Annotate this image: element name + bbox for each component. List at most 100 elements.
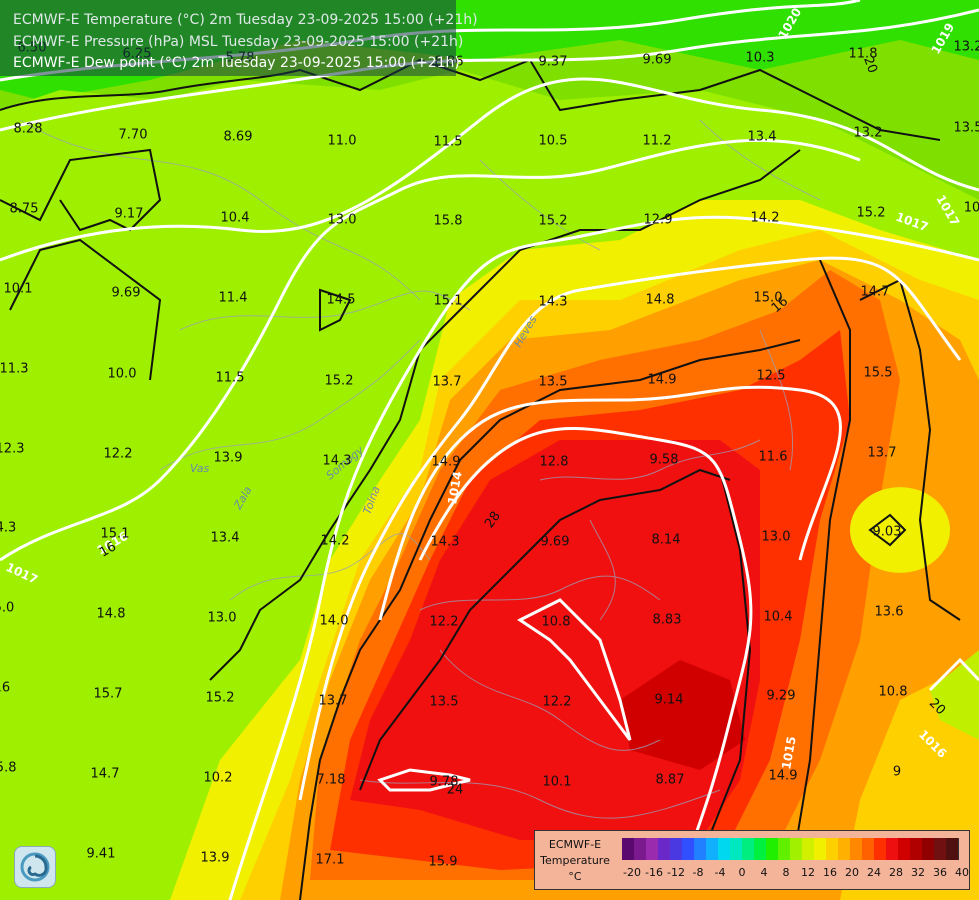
dewpoint-value: 14.3	[323, 454, 352, 469]
temperature-zone-34	[620, 660, 745, 770]
dewpoint-value: 10.1	[4, 282, 33, 297]
dewpoint-value: 11.5	[434, 135, 463, 150]
dewpoint-value: 10.4	[221, 211, 250, 226]
dewpoint-value: 12.2	[104, 447, 133, 462]
dewpoint-value: 13.7	[433, 375, 462, 390]
dewpoint-value: 10.8	[542, 615, 571, 630]
dewpoint-value: 12.5	[757, 369, 786, 384]
dewpoint-value: 14.3	[539, 295, 568, 310]
header-pressure-line: ECMWF-E Pressure (hPa) MSL Tuesday 23-09…	[13, 34, 464, 50]
dewpoint-value: 15.8	[0, 761, 16, 776]
borders-rivers	[19, 119, 821, 819]
dewpoint-value: 10.2	[204, 771, 233, 786]
dewpoint-value: 11.8	[849, 47, 878, 62]
dewpoint-value: 11.6	[759, 450, 788, 465]
dewpoint-value: 14.9	[432, 455, 461, 470]
legend-tick-label: -8	[692, 866, 704, 879]
dewpoint-value: 10.3	[746, 51, 775, 66]
dewpoint-value: 9.03	[873, 525, 902, 540]
dewpoint-value: 12.9	[644, 213, 673, 228]
legend-swatch	[946, 838, 959, 860]
dewpoint-value: 10.5	[539, 134, 568, 149]
dewpoint-value: 9.14	[655, 693, 684, 708]
dewpoint-value: 9.58	[650, 453, 679, 468]
dewpoint-value: 12.2	[543, 695, 572, 710]
dewpoint-value: 9.69	[112, 286, 141, 301]
legend-tick-label: 12	[801, 866, 815, 879]
dewpoint-value: 14.7	[861, 285, 890, 300]
dewpoint-value: 15.0	[754, 291, 783, 306]
dewpoint-value: 10.4	[764, 610, 793, 625]
dewpoint-value: 7.18	[317, 773, 346, 788]
map-header: ECMWF-E Temperature (°C) 2m Tuesday 23-0…	[0, 0, 478, 76]
dewpoint-value: 10.1	[543, 775, 572, 790]
dewpoint-value: 15.2	[857, 206, 886, 221]
temperature-zone-east	[930, 650, 979, 740]
temperature-zone-warm-pocket	[850, 487, 950, 573]
dewpoint-value: 12.2	[430, 615, 459, 630]
isobar-label: 1014	[445, 470, 465, 505]
dewpoint-value: 8.87	[656, 773, 685, 788]
dewpoint-value: 13.2	[854, 126, 883, 141]
legend-unit: °C	[568, 870, 582, 883]
dewpoint-value: 8.75	[10, 202, 39, 217]
dewpoint-value: 13.5	[430, 695, 459, 710]
dewpoint-value: 7.70	[119, 128, 148, 143]
dewpoint-value: 12.8	[540, 455, 569, 470]
legend-tick-label: 28	[889, 866, 903, 879]
dewpoint-value: 15.1	[101, 527, 130, 542]
legend-tick-label: -12	[667, 866, 685, 879]
dewpoint-value: 13.7	[319, 694, 348, 709]
dewpoint-value: 9	[893, 765, 901, 780]
dewpoint-value: 8.83	[653, 613, 682, 628]
dewpoint-value: 4.3	[0, 521, 16, 536]
isotherms	[0, 58, 961, 900]
dewpoint-value: 13.5	[539, 375, 568, 390]
dewpoint-value: 11.2	[643, 134, 672, 149]
isotherm-label: 24	[447, 783, 464, 798]
dewpoint-value: 13.5	[954, 121, 979, 136]
dewpoint-value: 15.7	[94, 687, 123, 702]
dewpoint-value: 10.8	[879, 685, 908, 700]
dewpoint-value: 9.37	[539, 55, 568, 70]
dewpoint-value: 14.2	[321, 534, 350, 549]
dewpoint-value: 14.0	[320, 614, 349, 629]
temperature-legend: ECMWF-E Temperature °C -20 -16 -12 -8 -4 0 4 8 1…	[534, 830, 970, 890]
legend-tick-label: -16	[645, 866, 663, 879]
legend-tick-label: 0	[738, 866, 746, 879]
dewpoint-value: 15.2	[206, 691, 235, 706]
dewpoint-value: 10	[964, 201, 979, 216]
legend-tick-label: 32	[911, 866, 925, 879]
dewpoint-value: 15.9	[429, 855, 458, 870]
dewpoint-value: 8.28	[14, 122, 43, 137]
dewpoint-value: 14.7	[91, 767, 120, 782]
dewpoint-value: 15.5	[864, 366, 893, 381]
legend-tick-label: 36	[933, 866, 947, 879]
dewpoint-value: 13.9	[201, 851, 230, 866]
dewpoint-value: 15.1	[434, 294, 463, 309]
dewpoint-value: 9.29	[767, 689, 796, 704]
dewpoint-value: 11.5	[216, 371, 245, 386]
legend-tick-label: 16	[823, 866, 837, 879]
dewpoint-value: 11.0	[328, 134, 357, 149]
dewpoint-value: 13.0	[328, 213, 357, 228]
dewpoint-value: 14.5	[327, 293, 356, 308]
dewpoint-value: 15.2	[325, 374, 354, 389]
dewpoint-value: 13.7	[868, 446, 897, 461]
dewpoint-value: 14.8	[97, 607, 126, 622]
dewpoint-value: 14.8	[646, 293, 675, 308]
legend-tick-label: -20	[623, 866, 641, 879]
dewpoint-value: 9.69	[541, 535, 570, 550]
legend-tick-label: 24	[867, 866, 881, 879]
dewpoint-value: 13.2	[954, 40, 979, 55]
dewpoint-value: 13.0	[762, 530, 791, 545]
isotherm-label: 20	[860, 55, 880, 76]
legend-subtitle: Temperature	[540, 854, 610, 867]
dewpoint-value: 9.78	[430, 775, 459, 790]
dewpoint-value: 8.69	[224, 130, 253, 145]
dewpoint-value: 13.6	[875, 605, 904, 620]
legend-tick-label: 20	[845, 866, 859, 879]
dewpoint-value: 13.0	[208, 611, 237, 626]
